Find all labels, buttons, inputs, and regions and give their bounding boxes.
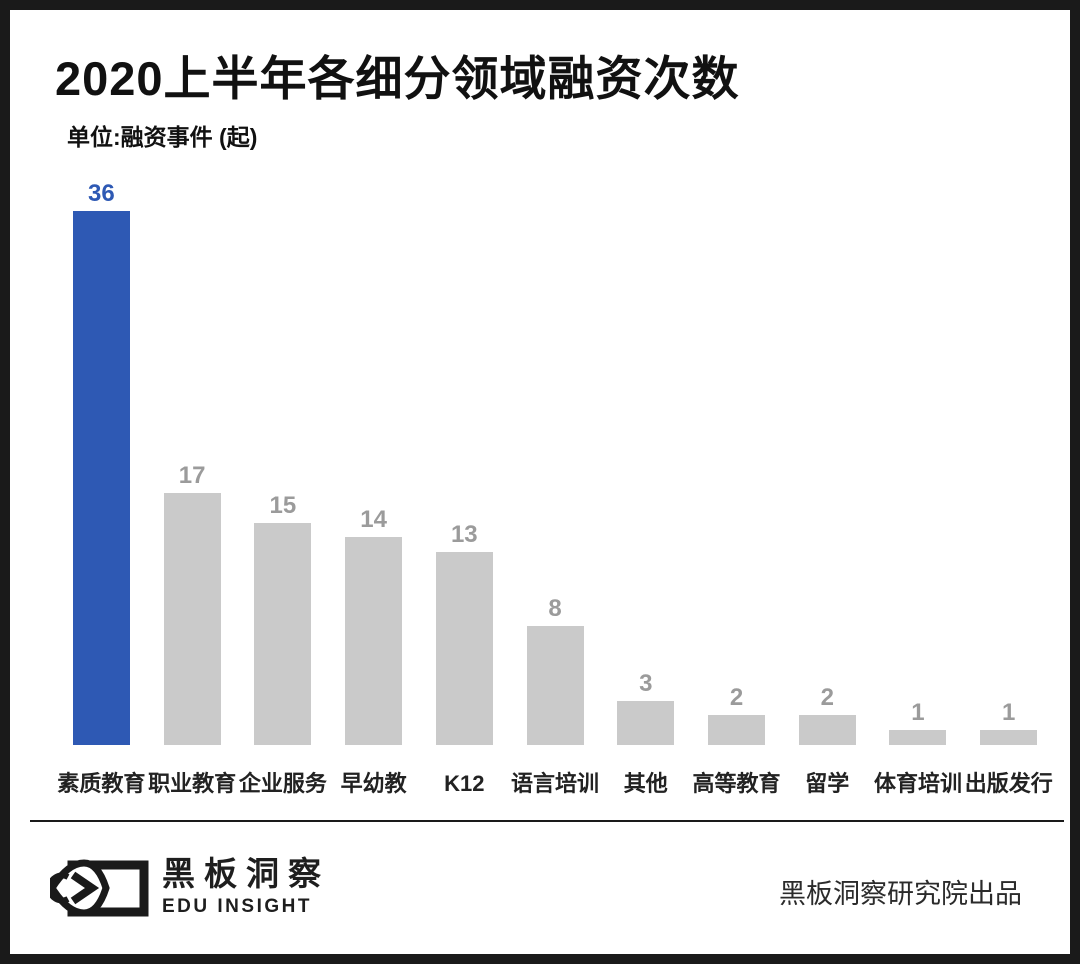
bar-column: 3 <box>600 669 691 745</box>
bar-value-label: 2 <box>729 684 744 712</box>
footer-divider <box>30 820 1064 822</box>
bar-value-label: 3 <box>639 669 653 697</box>
bar-体育培训 <box>889 730 947 745</box>
eye-logo-icon <box>46 854 150 929</box>
bar-留学 <box>798 715 856 745</box>
logo-name-en: EDU INSIGHT <box>162 896 312 918</box>
bar-高等教育 <box>708 715 765 745</box>
bar-column: 1 <box>963 701 1054 745</box>
bar-column: 15 <box>237 491 328 745</box>
bar-value-label: 1 <box>911 699 925 727</box>
bar-column: 2 <box>691 686 782 745</box>
category-label: 素质教育 <box>57 771 146 796</box>
bar-其他 <box>617 700 675 745</box>
category-label: 留学 <box>805 771 850 796</box>
bar-职业教育 <box>163 492 221 745</box>
category-label: 早幼教 <box>340 771 407 796</box>
bar-value-label: 17 <box>178 461 206 489</box>
category-label: 体育培训 <box>873 771 962 796</box>
bar-column: 14 <box>328 508 419 745</box>
bar-column: 13 <box>419 523 510 745</box>
category-label: 出版发行 <box>964 771 1053 796</box>
bar-column: 2 <box>782 686 873 745</box>
credit-text: 黑板洞察研究院出品 <box>779 879 1022 909</box>
logo-eye-chevron <box>70 871 100 905</box>
bar-出版发行 <box>980 730 1038 745</box>
bar-value-label: 15 <box>269 491 297 519</box>
category-axis: 素质教育 职业教育 企业服务 早幼教 K12 语言培训 其他 高等教育 留学 体育培训 出版发行 <box>56 770 1054 799</box>
bar-value-label: 13 <box>450 521 478 549</box>
bar-value-label: 1 <box>1002 699 1016 727</box>
bar-K12 <box>435 552 493 745</box>
bar-column: 17 <box>147 461 238 745</box>
category-label: 语言培训 <box>511 771 600 796</box>
bar-早幼教 <box>345 537 403 745</box>
bar-素质教育 <box>72 211 130 745</box>
bar-value-label: 8 <box>548 595 562 623</box>
bar-value-label: 2 <box>820 684 834 712</box>
bar-column: 8 <box>510 597 601 745</box>
bar-语言培训 <box>526 626 584 745</box>
category-label: K12 <box>444 771 485 796</box>
category-label: 职业教育 <box>148 771 237 796</box>
bar-column: 36 <box>56 182 147 745</box>
logo-name-cn: 黑板洞察 <box>162 855 330 892</box>
bar-chart: 36 17 15 14 13 8 3 2 2 1 1 <box>56 10 1054 745</box>
unit-label: 单位:融资事件 (起) <box>67 124 258 150</box>
bar-value-label: 14 <box>360 506 387 534</box>
category-label: 企业服务 <box>238 771 327 796</box>
category-label: 高等教育 <box>692 771 781 796</box>
bar-value-label: 36 <box>88 180 115 207</box>
page-title: 2020上半年各细分领域融资次数 <box>55 52 740 105</box>
category-label: 其他 <box>623 771 668 796</box>
bar-column: 1 <box>873 701 964 745</box>
logo-eye-pupil <box>46 872 70 904</box>
bar-企业服务 <box>254 522 312 745</box>
logo-wordmark: 黑板洞察 EDU INSIGHT <box>162 855 330 918</box>
